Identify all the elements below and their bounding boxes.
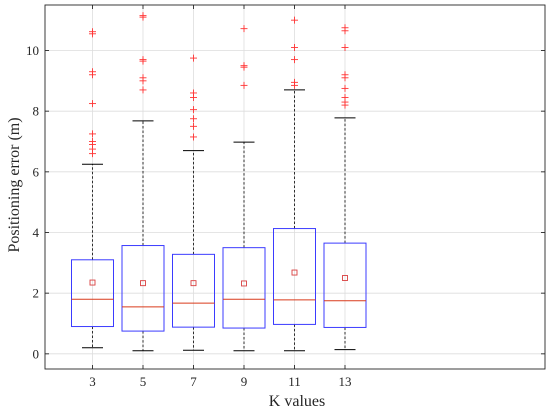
x-tick-label: 7 xyxy=(190,374,197,389)
outlier-point xyxy=(139,86,147,94)
iqr-box xyxy=(71,259,114,328)
mean-marker xyxy=(140,280,146,287)
outlier-point xyxy=(240,81,248,89)
axis-layer: 0 2 4 6 8 10 3 5 7 9 11 13 xyxy=(26,4,546,389)
outlier-point xyxy=(341,43,349,51)
box-group-k-13 xyxy=(323,24,367,351)
x-tick-label: 5 xyxy=(140,374,147,389)
outlier-point xyxy=(89,28,96,36)
y-tick-label: 4 xyxy=(33,225,40,240)
outlier-point xyxy=(341,94,349,102)
iqr-box xyxy=(323,242,367,328)
outlier-point xyxy=(240,62,248,70)
outlier-point xyxy=(190,89,197,97)
outlier-point xyxy=(139,56,147,64)
outlier-point xyxy=(291,78,298,86)
y-tick-label: 6 xyxy=(33,164,40,179)
iqr-box xyxy=(121,245,165,332)
outlier-point xyxy=(291,43,298,51)
outlier-point xyxy=(190,122,197,130)
outlier-point xyxy=(341,84,349,92)
y-axis-label: Positioning error (m) xyxy=(6,117,23,252)
x-tick-label: 11 xyxy=(288,374,301,389)
y-tick-label: 0 xyxy=(33,346,40,361)
outlier-point xyxy=(89,130,96,138)
outlier-point xyxy=(89,138,96,145)
y-tick-label: 2 xyxy=(33,286,40,301)
x-tick-label: 9 xyxy=(241,374,248,389)
outlier-point xyxy=(89,100,96,108)
outlier-point xyxy=(341,24,349,32)
iqr-box xyxy=(273,228,316,325)
x-tick-label: 13 xyxy=(339,374,352,389)
outlier-point xyxy=(139,12,147,20)
grid-layer xyxy=(45,5,545,369)
outlier-point xyxy=(139,74,147,82)
x-axis-label: K values xyxy=(269,393,325,410)
x-tick-label: 3 xyxy=(89,374,96,389)
plot-frame xyxy=(44,4,546,370)
y-tick-label: 10 xyxy=(26,43,39,58)
outlier-point xyxy=(190,106,197,114)
mean-marker xyxy=(89,279,96,286)
outlier-point xyxy=(89,68,96,76)
outlier-point xyxy=(190,115,197,123)
box-group-k-9 xyxy=(222,25,266,352)
outlier-point xyxy=(190,54,197,62)
outlier-point xyxy=(291,56,298,64)
box-group-k-7 xyxy=(172,54,215,351)
box-group-k-3 xyxy=(71,28,114,349)
box-group-k-5 xyxy=(121,12,165,352)
outlier-point xyxy=(341,71,349,79)
y-tick-label: 8 xyxy=(33,104,40,119)
iqr-box xyxy=(172,253,215,328)
outlier-point xyxy=(240,25,248,33)
iqr-box xyxy=(222,247,266,329)
outlier-point xyxy=(190,133,197,141)
mean-marker xyxy=(342,275,348,281)
mean-marker xyxy=(291,269,298,276)
outlier-point xyxy=(291,16,298,24)
mean-marker xyxy=(190,280,197,287)
mean-marker xyxy=(241,280,247,287)
box-layer xyxy=(71,12,367,352)
box-group-k-11 xyxy=(273,16,316,352)
